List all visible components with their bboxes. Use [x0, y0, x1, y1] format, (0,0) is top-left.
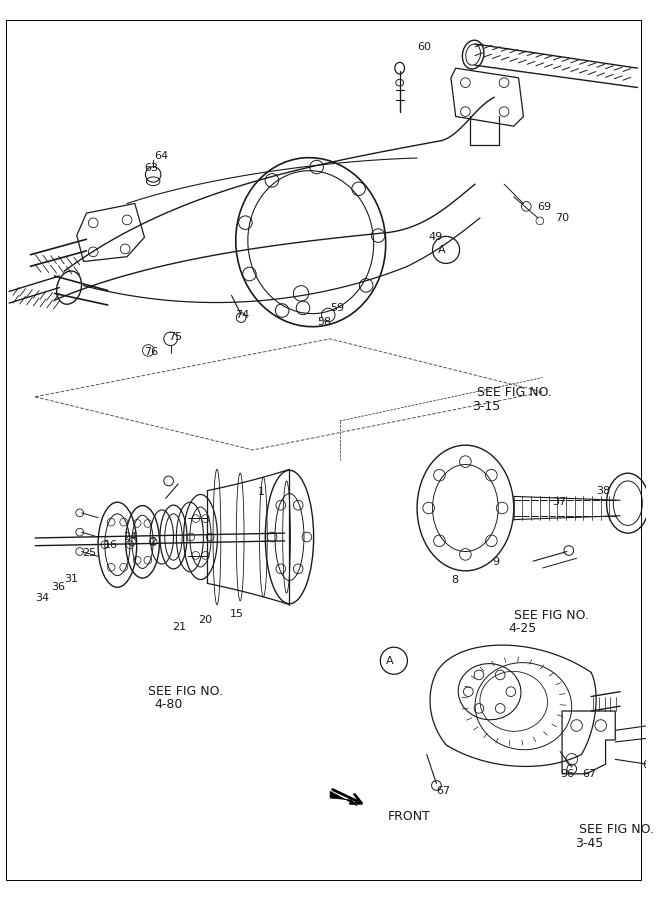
Text: SEE FIG NO.: SEE FIG NO. [148, 685, 223, 698]
Text: 34: 34 [35, 593, 49, 603]
Text: 3-15: 3-15 [472, 400, 500, 413]
Text: SEE FIG NO.: SEE FIG NO. [477, 386, 552, 400]
Text: 1: 1 [257, 487, 265, 497]
Text: 75: 75 [167, 332, 182, 342]
Polygon shape [330, 791, 357, 806]
Text: 70: 70 [556, 213, 570, 223]
Text: 9: 9 [492, 557, 500, 567]
Text: 21: 21 [173, 622, 187, 632]
Text: 4-80: 4-80 [154, 698, 183, 711]
Text: 63: 63 [145, 163, 159, 173]
Text: 67: 67 [436, 787, 450, 796]
Text: FRONT: FRONT [388, 810, 431, 823]
Text: 24: 24 [123, 532, 137, 542]
Text: 3-45: 3-45 [575, 837, 603, 850]
Text: SEE FIG NO.: SEE FIG NO. [578, 824, 654, 836]
Text: 64: 64 [154, 151, 168, 161]
Text: 38: 38 [596, 486, 610, 496]
Text: 20: 20 [197, 616, 211, 625]
Text: 76: 76 [145, 346, 159, 356]
Text: 59: 59 [330, 303, 344, 313]
Text: 58: 58 [317, 317, 331, 327]
Text: 49: 49 [429, 232, 443, 242]
Text: 15: 15 [229, 608, 243, 618]
Text: 69: 69 [537, 202, 551, 211]
Text: 8: 8 [451, 575, 458, 585]
Text: 96: 96 [560, 769, 574, 779]
Text: SEE FIG NO.: SEE FIG NO. [514, 608, 589, 622]
Text: 25: 25 [83, 547, 97, 558]
Text: 36: 36 [51, 582, 65, 592]
Text: 4-25: 4-25 [508, 622, 536, 635]
Text: A: A [386, 656, 394, 666]
Text: 2: 2 [149, 537, 157, 547]
Text: 31: 31 [64, 573, 78, 584]
Text: 16: 16 [104, 540, 118, 550]
Text: 60: 60 [417, 42, 431, 52]
Text: 74: 74 [235, 310, 249, 320]
Text: 37: 37 [552, 498, 566, 508]
Text: 67: 67 [582, 769, 596, 779]
Text: A: A [438, 245, 445, 255]
